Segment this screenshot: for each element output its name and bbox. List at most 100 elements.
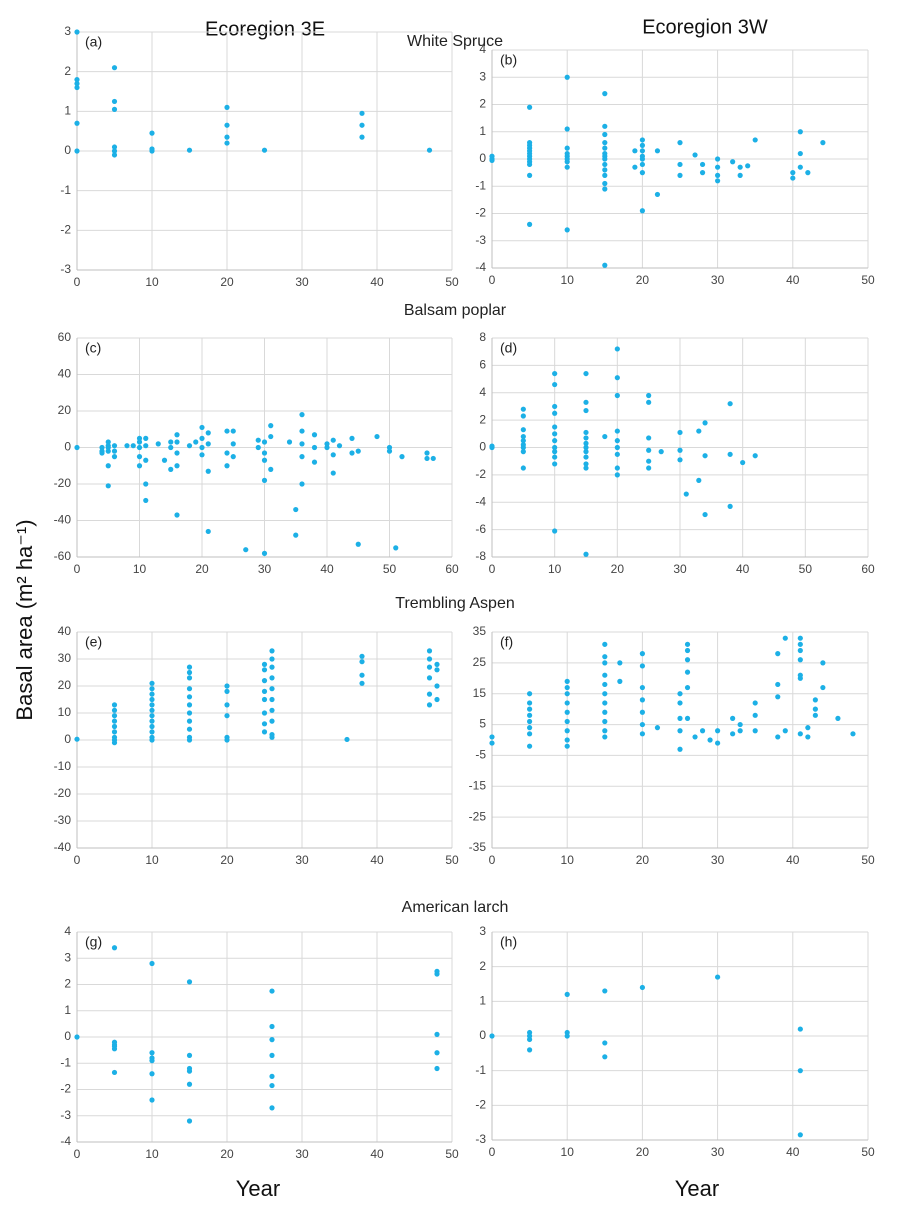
point <box>186 664 193 670</box>
x-tick-label: 20 <box>195 562 209 576</box>
point <box>632 148 638 154</box>
x-tick-label: 30 <box>673 562 687 576</box>
x-tick-label: 40 <box>370 275 384 289</box>
point <box>527 725 533 731</box>
point <box>199 435 205 441</box>
point <box>186 1052 193 1058</box>
point <box>224 463 230 469</box>
x-tick-label: 10 <box>145 275 159 289</box>
point <box>186 979 193 985</box>
point <box>707 737 713 743</box>
point <box>149 702 155 708</box>
point <box>775 694 781 700</box>
point <box>124 443 130 449</box>
point <box>646 447 652 453</box>
y-tick-label: -40 <box>54 513 72 527</box>
point <box>646 399 652 405</box>
point <box>174 450 180 456</box>
point <box>520 406 526 412</box>
point <box>349 450 355 456</box>
y-tick-label: -2 <box>475 467 486 481</box>
point <box>552 528 558 534</box>
x-tick-label: 0 <box>489 853 496 867</box>
point <box>752 712 758 718</box>
point <box>602 433 608 440</box>
point <box>658 449 664 455</box>
point <box>527 221 533 227</box>
point <box>520 433 526 440</box>
point <box>552 444 558 451</box>
point <box>255 444 261 451</box>
point <box>602 172 608 178</box>
point <box>269 664 275 670</box>
point <box>359 680 365 686</box>
point <box>715 178 721 184</box>
point <box>374 433 380 440</box>
point <box>639 208 646 214</box>
point <box>602 660 608 666</box>
point <box>583 435 589 441</box>
point <box>782 728 788 734</box>
x-tick-label: 0 <box>74 1147 81 1161</box>
y-tick-label: -2 <box>475 206 486 220</box>
y-tick-label: 0 <box>64 1029 71 1043</box>
point <box>583 454 589 460</box>
point <box>602 681 608 688</box>
x-tick-label: 50 <box>861 853 875 867</box>
point <box>186 702 193 708</box>
x-tick-label: 20 <box>611 562 625 576</box>
y-tick-label: -3 <box>475 1132 486 1146</box>
point <box>564 1033 570 1039</box>
point <box>261 729 268 735</box>
point <box>149 148 155 154</box>
x-tick-label: 10 <box>145 1147 159 1161</box>
point <box>602 262 608 268</box>
point <box>224 134 230 140</box>
panel-label: (e) <box>85 634 102 650</box>
point <box>255 437 261 443</box>
point <box>111 713 118 719</box>
point <box>527 700 533 706</box>
point <box>677 457 683 463</box>
point <box>330 470 336 476</box>
point <box>602 691 608 697</box>
point <box>520 438 526 444</box>
point <box>602 988 608 994</box>
point <box>745 163 751 169</box>
point <box>224 104 230 110</box>
point <box>699 161 706 168</box>
point <box>797 1132 803 1138</box>
point <box>261 450 268 456</box>
point <box>168 439 174 445</box>
y-tick-label: -8 <box>475 549 486 563</box>
x-tick-label: 10 <box>133 562 147 576</box>
point <box>527 104 533 110</box>
point <box>186 675 193 681</box>
point <box>186 147 193 153</box>
y-tick-label: -5 <box>475 748 486 762</box>
point <box>527 691 533 697</box>
point <box>261 439 268 445</box>
point <box>564 164 570 170</box>
point <box>243 547 249 553</box>
point <box>311 432 318 438</box>
point <box>359 653 365 659</box>
point <box>489 740 495 746</box>
point <box>224 688 230 695</box>
point <box>797 129 803 135</box>
point <box>583 440 589 446</box>
point <box>149 737 155 743</box>
y-tick-label: 2 <box>64 977 71 991</box>
point <box>426 675 433 681</box>
point <box>111 106 118 112</box>
y-tick-label: 0 <box>64 143 71 157</box>
point <box>434 661 440 668</box>
point <box>797 675 803 681</box>
point <box>344 736 350 743</box>
point <box>299 428 305 434</box>
x-tick-label: 30 <box>295 275 309 289</box>
point <box>602 91 608 97</box>
point <box>355 448 361 454</box>
y-tick-label: -15 <box>469 778 487 792</box>
point <box>552 454 558 460</box>
